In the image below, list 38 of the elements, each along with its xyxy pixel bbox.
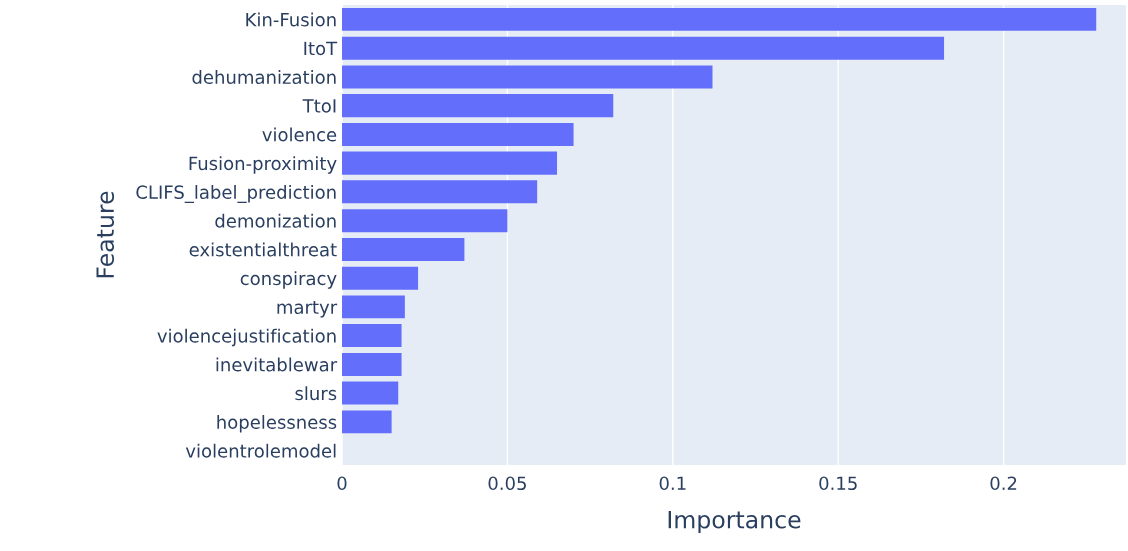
bar xyxy=(342,36,945,60)
x-tick-label: 0.05 xyxy=(488,476,526,491)
bar xyxy=(342,237,465,261)
y-tick-label: slurs xyxy=(295,386,337,401)
x-tick-label: 0.15 xyxy=(819,476,857,491)
y-tick-label: ItoT xyxy=(304,41,338,56)
y-tick-label: Fusion-proximity xyxy=(189,156,337,174)
y-tick-label: existentialthreat xyxy=(189,242,337,257)
bar xyxy=(342,151,558,175)
bar xyxy=(342,7,1097,31)
x-tick-label: 0.2 xyxy=(990,476,1017,491)
y-tick-label: TtoI xyxy=(302,99,336,113)
y-tick-label: violentrolemodel xyxy=(185,443,336,458)
bar xyxy=(342,295,405,319)
bar xyxy=(342,122,574,146)
y-tick-label: inevitablewar xyxy=(216,357,338,372)
y-tick-label: martyr xyxy=(277,301,338,318)
bar xyxy=(342,209,508,233)
x-axis-title: Importance xyxy=(668,510,801,534)
y-tick-label: violencejustification xyxy=(157,328,336,347)
y-tick-label: conspiracy xyxy=(240,271,337,289)
y-axis-title: Feature xyxy=(96,191,115,278)
bar xyxy=(342,352,402,376)
y-tick-label: dehumanization xyxy=(192,70,336,84)
y-tick-label: hopelessness xyxy=(217,415,337,433)
y-tick-label: Kin-Fusion xyxy=(246,12,336,27)
bar xyxy=(342,94,614,118)
bar xyxy=(342,410,392,434)
bar xyxy=(342,324,402,348)
y-tick-label: violence xyxy=(262,127,337,142)
bar xyxy=(342,266,419,290)
x-tick-label: 0 xyxy=(337,476,347,491)
bar xyxy=(342,65,713,89)
y-tick-label: CLIFS_label_prediction xyxy=(136,185,336,203)
x-tick-label: 0.1 xyxy=(659,476,686,491)
bar xyxy=(342,381,399,405)
bar xyxy=(342,180,538,204)
y-tick-label: demonization xyxy=(215,213,336,228)
